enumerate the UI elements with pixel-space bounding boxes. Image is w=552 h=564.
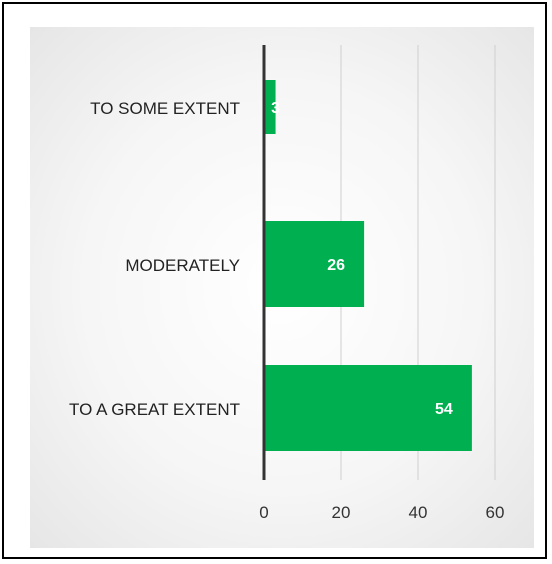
category-labels: TO SOME EXTENT MODERATELY TO A GREAT EXTEN… <box>69 99 240 419</box>
category-label-1: TO SOME EXTENT <box>90 99 240 118</box>
data-label-3: 54 <box>435 401 453 418</box>
x-tick-label-60: 60 <box>486 503 505 522</box>
data-label-1: 3 <box>271 100 280 117</box>
data-labels: 3 26 54 <box>271 100 453 418</box>
bar-2 <box>264 221 365 307</box>
category-label-2: MODERATELY <box>125 256 240 275</box>
bar-1 <box>264 80 276 134</box>
bar-3 <box>264 365 472 451</box>
x-tick-label-40: 40 <box>409 503 428 522</box>
x-tick-label-20: 20 <box>332 503 351 522</box>
data-label-2: 26 <box>327 257 345 274</box>
x-tick-labels: 0 20 40 60 <box>259 503 504 522</box>
bars <box>264 80 472 451</box>
x-tick-label-0: 0 <box>259 503 268 522</box>
category-label-3: TO A GREAT EXTENT <box>69 400 240 419</box>
